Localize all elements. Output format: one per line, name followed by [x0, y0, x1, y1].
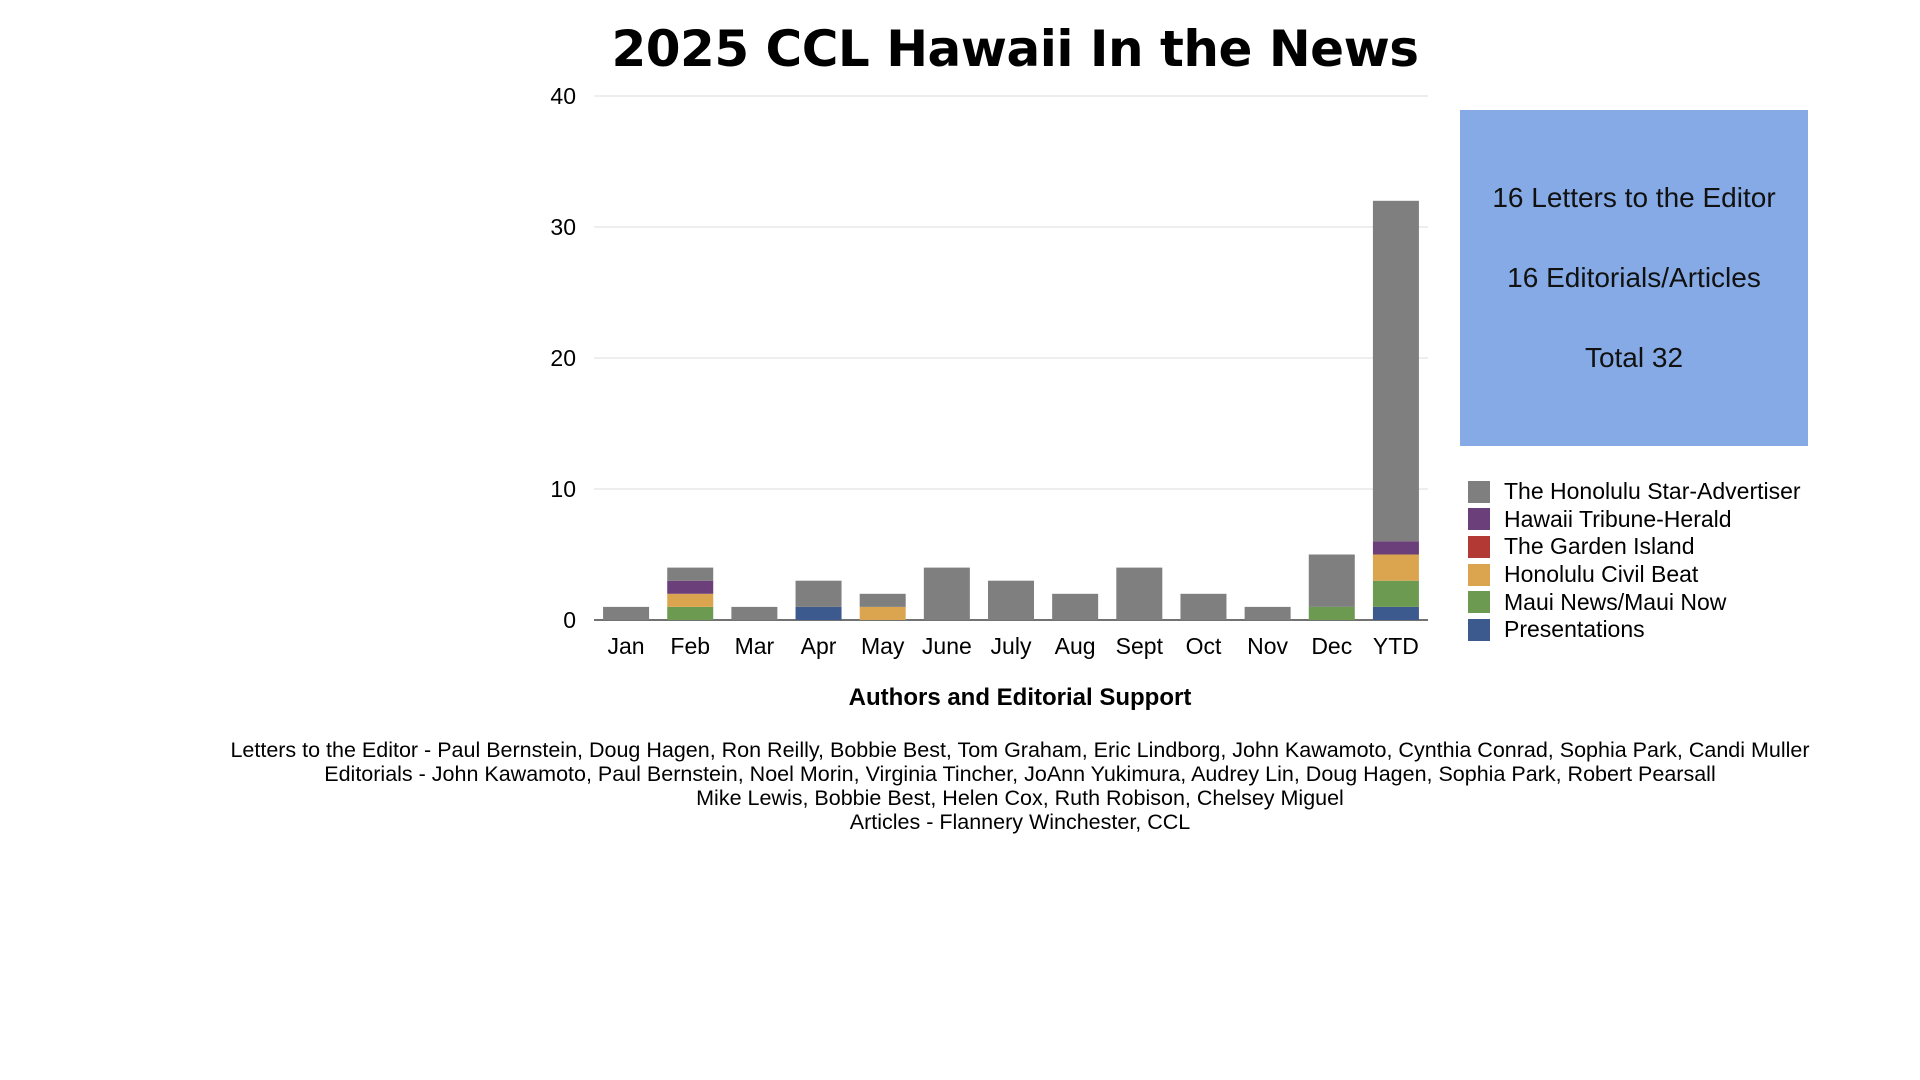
credit-editorials-cont: Mike Lewis, Bobbie Best, Helen Cox, Ruth… [696, 786, 1344, 810]
bar-segment [1308, 554, 1355, 607]
credit-articles: Articles - Flannery Winchester, CCL [849, 810, 1191, 834]
credit-editorials: Editorials - John Kawamoto, Paul Bernste… [324, 762, 1716, 786]
legend-item: The Honolulu Star-Advertiser [1468, 478, 1801, 506]
legend-item: Presentations [1468, 616, 1801, 644]
legend-swatch [1468, 535, 1490, 558]
bar-segment [1372, 554, 1419, 581]
x-tick-label: Jan [608, 633, 645, 659]
bar-segment [667, 580, 714, 594]
legend-swatch [1468, 508, 1490, 531]
x-tick-label: Dec [1311, 633, 1352, 659]
bar-segment [1372, 200, 1419, 542]
bar-segment [667, 567, 714, 581]
x-tick-label: Nov [1247, 633, 1288, 659]
bar-chart: 0 10 20 30 40 Jan Feb Mar Apr May June July Aug Sept O… [550, 83, 1428, 659]
legend-label: Presentations [1504, 616, 1645, 643]
legend-label: Maui News/Maui Now [1504, 588, 1727, 615]
credits-block: Letters to the Editor - Paul Bernstein, … [0, 738, 1920, 834]
legend-label: Hawaii Tribune-Herald [1504, 505, 1732, 532]
chart-legend: The Honolulu Star-Advertiser Hawaii Trib… [1468, 478, 1801, 644]
bar-segment [603, 606, 650, 620]
credit-letters: Letters to the Editor - Paul Bernstein, … [230, 738, 1810, 762]
legend-swatch [1468, 563, 1490, 586]
x-tick-label: YTD [1373, 633, 1419, 659]
bar-segment [795, 580, 842, 607]
bar-segment [1180, 593, 1227, 620]
legend-label: Honolulu Civil Beat [1504, 561, 1699, 588]
bar-segment [1308, 606, 1355, 620]
bar-segment [731, 606, 778, 620]
legend-swatch [1468, 618, 1490, 641]
bar-segment [988, 580, 1034, 620]
bar-segment [1372, 541, 1419, 555]
summary-total: Total 32 [1584, 342, 1684, 373]
summary-editorials: 16 Editorials/Articles [1507, 262, 1761, 293]
bar-segment [667, 593, 714, 607]
summary-letters: 16 Letters to the Editor [1492, 182, 1776, 213]
authors-heading: Authors and Editorial Support [848, 684, 1192, 711]
bar-segment [1372, 580, 1419, 607]
y-tick-label: 10 [550, 476, 576, 502]
legend-swatch [1468, 591, 1490, 614]
legend-label: The Garden Island [1504, 533, 1695, 560]
x-tick-label: Oct [1186, 633, 1222, 659]
legend-swatch [1468, 480, 1490, 503]
bar-segment [1052, 593, 1099, 620]
y-tick-label: 20 [550, 345, 576, 371]
legend-item: Hawaii Tribune-Herald [1468, 506, 1801, 534]
bar-segment [1244, 606, 1291, 620]
y-tick-label: 30 [550, 214, 576, 240]
x-tick-label: Aug [1055, 633, 1096, 659]
x-tick-label: July [991, 633, 1032, 659]
legend-item: Honolulu Civil Beat [1468, 561, 1801, 589]
x-tick-label: Mar [735, 633, 775, 659]
chart-title: 2025 CCL Hawaii In the News [611, 20, 1419, 78]
legend-item: Maui News/Maui Now [1468, 588, 1801, 616]
x-tick-label: Feb [670, 633, 710, 659]
bar-segment [1116, 567, 1163, 620]
bar-segment [795, 606, 842, 620]
bar-segment [859, 593, 906, 607]
summary-box: 16 Letters to the Editor 16 Editorials/A… [1460, 110, 1808, 446]
legend-label: The Honolulu Star-Advertiser [1504, 478, 1801, 505]
y-tick-label: 40 [550, 83, 576, 109]
x-tick-label: Sept [1116, 633, 1164, 659]
x-tick-label: May [861, 633, 905, 659]
bar-segment [923, 567, 970, 620]
y-tick-label: 0 [563, 607, 576, 633]
bar-segment [859, 606, 906, 620]
x-tick-label: Apr [801, 633, 837, 659]
x-tick-label: June [922, 633, 972, 659]
bar-segment [1372, 606, 1419, 620]
legend-item: The Garden Island [1468, 533, 1801, 561]
bar-segment [667, 606, 714, 620]
